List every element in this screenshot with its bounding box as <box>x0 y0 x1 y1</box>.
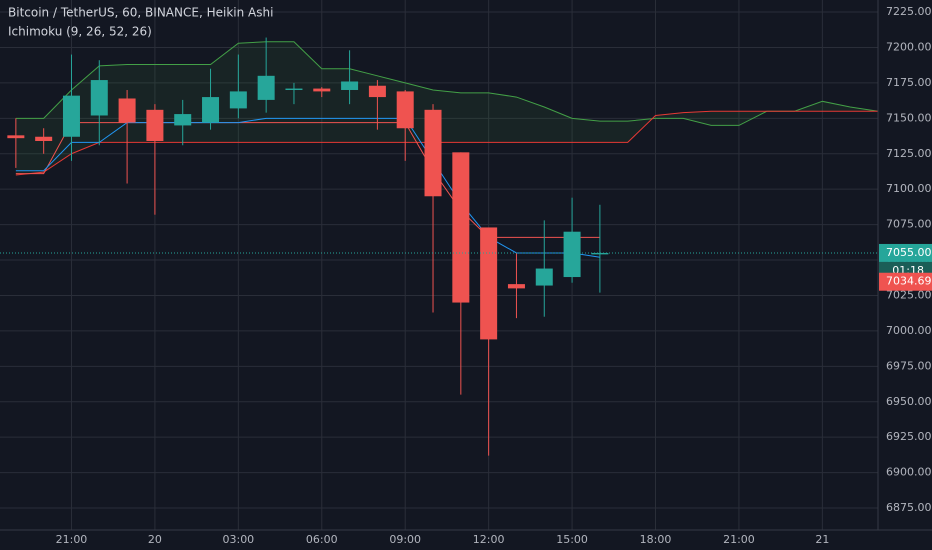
y-tick-label: 6925.00 <box>886 430 932 443</box>
candle-body <box>285 88 303 90</box>
x-tick-label: 09:00 <box>389 533 421 546</box>
candle-body <box>563 231 581 278</box>
plot-area <box>0 37 879 456</box>
y-tick-label: 7075.00 <box>886 218 932 231</box>
span-a-line <box>15 41 879 126</box>
candle-body <box>507 284 525 289</box>
candle-body <box>118 98 136 123</box>
candle-body <box>341 81 359 90</box>
candle-body <box>480 227 498 340</box>
candle-body <box>7 135 25 139</box>
x-tick-label: 21:00 <box>56 533 88 546</box>
axes: 6875.00 6900.00 6925.00 6950.00 6975.00 7000.… <box>56 5 932 546</box>
candle-body <box>591 252 609 255</box>
candle-body <box>257 75 275 100</box>
candle-body <box>146 109 164 142</box>
y-tick-label: 7125.00 <box>886 147 932 160</box>
y-tick-label: 7225.00 <box>886 5 932 18</box>
x-tick-label: 03:00 <box>222 533 254 546</box>
candle-body <box>229 91 247 109</box>
candle-body <box>35 136 53 142</box>
y-tick-label: 7150.00 <box>886 111 932 124</box>
y-tick-label: 6975.00 <box>886 359 932 372</box>
y-tick-label: 6950.00 <box>886 395 932 408</box>
x-tick-label: 21:00 <box>723 533 755 546</box>
candle-body <box>202 97 220 123</box>
base-line <box>15 122 600 238</box>
conversion-line <box>15 117 600 258</box>
candle-body <box>174 114 192 126</box>
y-tick-label: 7100.00 <box>886 182 932 195</box>
price-label: 7034.69 <box>886 275 932 288</box>
x-tick-label: 18:00 <box>640 533 672 546</box>
x-tick-label: 20 <box>148 533 162 546</box>
candle-body <box>535 268 553 286</box>
y-tick-label: 7200.00 <box>886 40 932 53</box>
candle-body <box>424 109 442 197</box>
indicator-label: Ichimoku (9, 26, 52, 26) <box>8 25 152 39</box>
price-label-box <box>879 272 932 291</box>
y-tick-label: 6875.00 <box>886 501 932 514</box>
candle-body <box>90 80 108 116</box>
candle-body <box>368 85 386 98</box>
ichimoku-cloud <box>15 41 878 176</box>
candle-body <box>62 95 80 137</box>
x-tick-label: 21 <box>815 533 829 546</box>
chart-title: Bitcoin / TetherUS, 60, BINANCE, Heikin … <box>8 6 273 20</box>
y-tick-label: 6900.00 <box>886 466 932 479</box>
x-tick-label: 15:00 <box>556 533 588 546</box>
price-label: 7055.00 <box>886 246 932 259</box>
y-tick-label: 7000.00 <box>886 324 932 337</box>
candle-body <box>396 91 414 129</box>
y-tick-label: 7175.00 <box>886 76 932 89</box>
x-tick-label: 12:00 <box>473 533 505 546</box>
price-label-box <box>879 243 932 262</box>
x-tick-label: 06:00 <box>306 533 338 546</box>
y-tick-label: 7025.00 <box>886 288 932 301</box>
candle-body <box>313 88 331 92</box>
span-b-line <box>15 110 878 176</box>
candle-body <box>452 152 470 303</box>
